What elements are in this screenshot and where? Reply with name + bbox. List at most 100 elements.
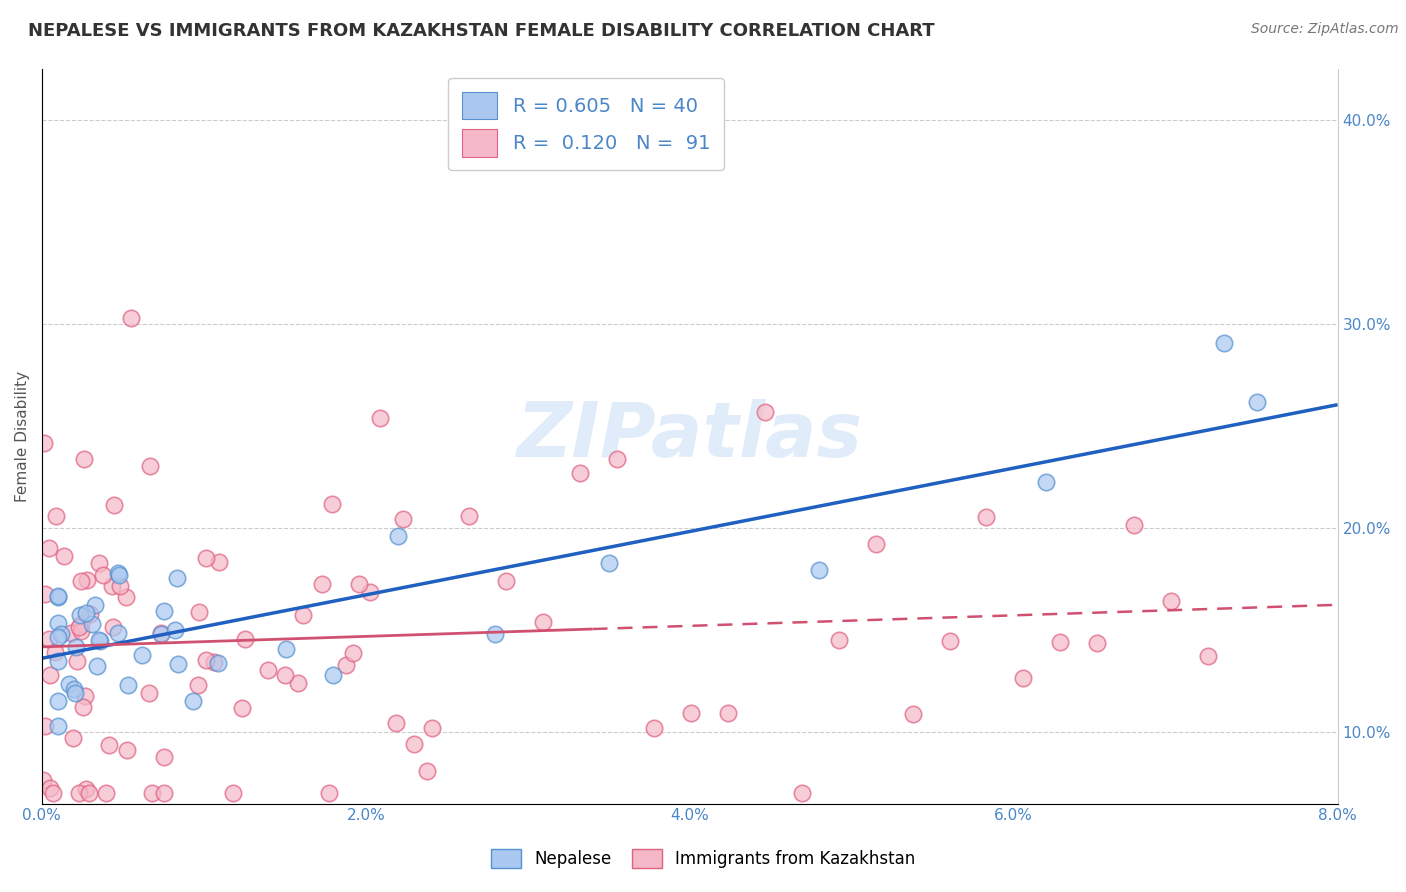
Point (384, 716, 406, 731)
Point (322, 668, 344, 682)
Point (115, 742, 138, 756)
Point (1160, 594, 1182, 608)
Point (84, 598, 107, 612)
Point (598, 557, 620, 571)
Point (49, 627, 72, 641)
Point (41, 786, 63, 800)
Point (46, 693, 69, 707)
Point (167, 657, 190, 671)
Point (93, 568, 115, 582)
Point (46, 616, 69, 631)
Text: NEPALESE VS IMMIGRANTS FROM KAZAKHSTAN FEMALE DISABILITY CORRELATION CHART: NEPALESE VS IMMIGRANTS FROM KAZAKHSTAN F… (28, 22, 935, 40)
Point (107, 626, 129, 640)
Point (103, 498, 125, 512)
Point (938, 633, 960, 648)
Point (208, 555, 231, 569)
Point (38, 781, 60, 796)
Point (318, 786, 340, 800)
Point (87, 633, 110, 648)
Point (69, 616, 91, 631)
Point (131, 648, 153, 662)
Point (60, 626, 83, 640)
Point (70, 574, 93, 588)
Point (392, 512, 415, 526)
Point (114, 590, 136, 604)
Point (98, 739, 121, 753)
Point (321, 497, 343, 511)
Point (65, 654, 87, 668)
Point (80, 616, 103, 631)
Point (58, 676, 80, 690)
Point (166, 571, 188, 585)
Point (359, 585, 381, 599)
Point (484, 626, 506, 640)
Point (32, 772, 55, 787)
Point (79, 607, 101, 621)
Point (44, 508, 66, 523)
Point (335, 657, 357, 672)
Point (181, 694, 204, 708)
Point (75, 606, 97, 620)
Point (149, 627, 172, 641)
Point (1197, 649, 1219, 664)
Point (901, 706, 924, 721)
Point (1085, 636, 1108, 650)
Point (153, 749, 176, 764)
Point (89, 633, 111, 648)
Point (73, 451, 96, 466)
Point (138, 686, 160, 700)
Point (34, 587, 56, 601)
Point (222, 786, 245, 800)
Point (46, 630, 69, 644)
Point (1246, 395, 1268, 409)
Point (790, 786, 813, 800)
Point (187, 678, 209, 692)
Point (347, 576, 370, 591)
Point (274, 668, 297, 682)
Point (117, 678, 139, 692)
Point (1213, 335, 1236, 350)
Point (77, 786, 100, 800)
Point (65, 640, 87, 654)
Point (53, 549, 76, 563)
Legend: Nepalese, Immigrants from Kazakhstan: Nepalese, Immigrants from Kazakhstan (484, 842, 922, 875)
Point (46, 589, 69, 603)
Point (141, 786, 163, 800)
Point (67, 786, 90, 800)
Point (69, 624, 91, 638)
Point (387, 529, 409, 543)
Point (73, 689, 96, 703)
Point (39, 668, 62, 682)
Point (62, 731, 84, 745)
Point (65, 686, 87, 700)
Point (38, 541, 60, 556)
Text: Source: ZipAtlas.com: Source: ZipAtlas.com (1251, 22, 1399, 37)
Point (231, 701, 253, 715)
Point (120, 311, 142, 326)
Point (101, 620, 124, 634)
Point (187, 605, 209, 619)
Point (44, 645, 66, 659)
Point (754, 405, 776, 419)
Point (152, 786, 174, 800)
Point (76, 574, 98, 588)
Point (828, 633, 851, 648)
Point (89, 556, 111, 570)
Y-axis label: Female Disability: Female Disability (15, 370, 30, 501)
Point (149, 626, 172, 640)
Point (1123, 518, 1146, 533)
Point (458, 508, 481, 523)
Point (72, 700, 94, 714)
Point (34, 719, 56, 733)
Point (32, 436, 55, 450)
Point (422, 721, 444, 735)
Point (679, 706, 702, 720)
Point (643, 721, 665, 735)
Point (46, 590, 69, 604)
Point (717, 706, 740, 721)
Point (67, 620, 90, 634)
Point (1049, 635, 1071, 649)
Point (46, 654, 69, 668)
Point (195, 653, 218, 667)
Point (207, 656, 229, 670)
